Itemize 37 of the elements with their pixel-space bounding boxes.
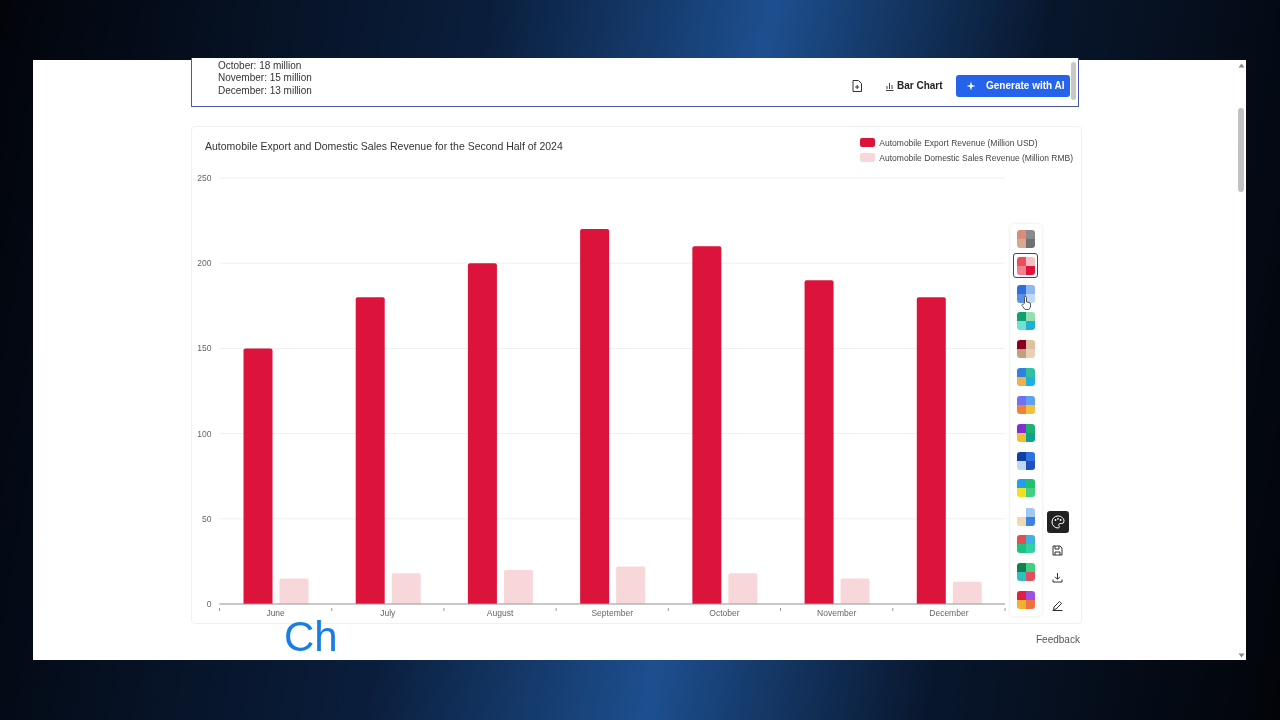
bar (467, 263, 497, 604)
bar (503, 569, 533, 604)
legend-label: Automobile Domestic Sales Revenue (Million RMB) (879, 152, 1073, 163)
x-tick-label: October (709, 608, 740, 618)
bar (279, 578, 309, 604)
bar (916, 297, 946, 604)
x-tick-label: July (380, 608, 397, 618)
bar (728, 573, 758, 604)
y-tick-label: 200 (197, 258, 212, 269)
text: Ch (284, 613, 338, 660)
bar (952, 581, 982, 604)
text: December: 13 million (218, 85, 312, 97)
y-tick-label: 50 (202, 513, 212, 524)
bar (616, 566, 646, 604)
text: Bar Chart (897, 80, 943, 92)
text: Generate with AI (986, 80, 1065, 92)
y-tick-label: 150 (197, 343, 212, 354)
text: October: 18 million (218, 60, 302, 72)
bar (355, 297, 385, 604)
bar (692, 246, 722, 604)
x-tick-label: August (486, 608, 514, 618)
bar (840, 578, 870, 604)
text: Feedback (1036, 634, 1080, 646)
chart-title: Automobile Export and Domestic Sales Revenue for the Second Half of 2024 (205, 140, 563, 152)
x-tick-label: November (817, 608, 857, 618)
bar (580, 229, 610, 604)
bar (243, 348, 273, 604)
legend-label: Automobile Export Revenue (Million USD) (879, 137, 1038, 148)
x-tick-label: December (929, 608, 969, 618)
x-tick-label: June (266, 608, 286, 618)
y-tick-label: 0 (206, 599, 212, 610)
y-tick-label: 250 (197, 173, 212, 184)
bar (804, 280, 834, 604)
x-tick-label: September (591, 608, 634, 618)
text: November: 15 million (218, 72, 312, 84)
y-tick-label: 100 (197, 428, 212, 439)
bar (391, 573, 421, 604)
